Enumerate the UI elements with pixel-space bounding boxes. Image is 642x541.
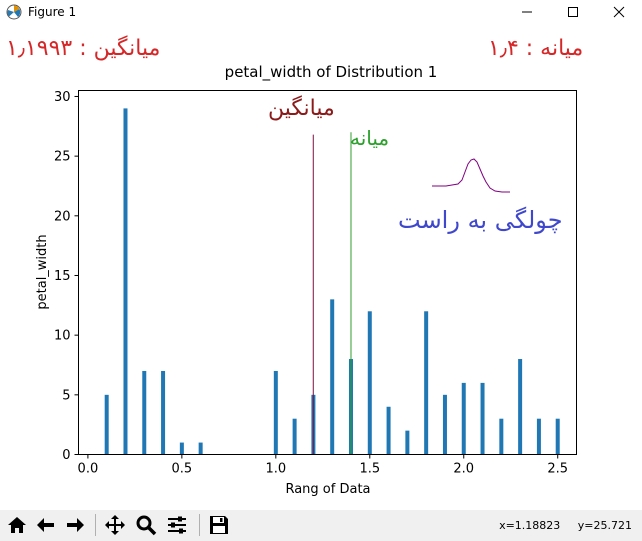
histogram-bar bbox=[104, 394, 109, 455]
x-ticks: 0.0 0.5 1.0 1.5 2.0 2.5 bbox=[78, 454, 568, 477]
median-value-annotation: میانه : ۱٫۴ bbox=[488, 36, 584, 61]
bars-group bbox=[104, 108, 560, 455]
mean-value-annotation: میانگین : ۱٫۱۹۹۳ bbox=[6, 36, 161, 61]
pan-icon bbox=[105, 515, 125, 535]
histogram-bar bbox=[292, 418, 297, 455]
y-tick-label: 30 bbox=[54, 90, 71, 105]
y-tick-label: 20 bbox=[54, 209, 71, 224]
configure-subplots-button[interactable] bbox=[165, 513, 189, 537]
histogram-bar bbox=[424, 311, 429, 455]
histogram-bar bbox=[198, 442, 203, 455]
minimize-icon bbox=[522, 11, 532, 13]
histogram-bar bbox=[123, 108, 128, 455]
median-line-label: میانه bbox=[350, 126, 390, 150]
toolbar-separator bbox=[199, 514, 200, 536]
cursor-coordinates: x=1.18823 y=25.721 bbox=[485, 519, 632, 532]
save-icon bbox=[210, 516, 228, 534]
skew-curve bbox=[432, 158, 510, 193]
axes-frame bbox=[78, 90, 577, 455]
histogram-bar bbox=[555, 418, 560, 455]
histogram-bar bbox=[330, 299, 335, 455]
histogram-bar bbox=[442, 394, 447, 455]
configure-icon bbox=[168, 516, 186, 534]
histogram-bar bbox=[536, 418, 541, 455]
minimize-button[interactable] bbox=[504, 0, 550, 24]
forward-icon bbox=[67, 518, 84, 532]
x-tick-label: 0.5 bbox=[172, 462, 193, 477]
save-button[interactable] bbox=[207, 513, 231, 537]
zoom-button[interactable] bbox=[134, 513, 158, 537]
x-axis-label: Rang of Data bbox=[285, 482, 370, 497]
skew-label: چولگی به راست bbox=[398, 206, 563, 234]
x-tick-label: 1.5 bbox=[359, 462, 380, 477]
home-button[interactable] bbox=[5, 513, 29, 537]
histogram-bar bbox=[461, 382, 466, 455]
back-button[interactable] bbox=[34, 513, 58, 537]
x-tick-label: 2.5 bbox=[547, 462, 568, 477]
histogram-bar bbox=[518, 359, 523, 455]
histogram-bar bbox=[499, 418, 504, 455]
x-tick-label: 2.0 bbox=[453, 462, 474, 477]
histogram-bar bbox=[405, 430, 410, 455]
maximize-icon bbox=[568, 7, 578, 17]
x-tick-label: 1.0 bbox=[265, 462, 286, 477]
toolbar-separator bbox=[95, 514, 96, 536]
mean-line-label: میانگین bbox=[268, 96, 335, 121]
navigation-toolbar: x=1.18823 y=25.721 bbox=[0, 510, 642, 541]
histogram-bar bbox=[367, 311, 372, 455]
histogram-bar bbox=[273, 370, 278, 455]
x-coordinate-readout: x=1.18823 bbox=[499, 519, 561, 532]
home-icon bbox=[8, 517, 26, 533]
pan-button[interactable] bbox=[103, 513, 127, 537]
y-tick-label: 5 bbox=[62, 388, 70, 403]
chart-title: petal_width of Distribution 1 bbox=[225, 63, 438, 82]
y-tick-label: 10 bbox=[54, 329, 71, 344]
matplotlib-icon bbox=[6, 4, 22, 20]
title-bar: Figure 1 bbox=[0, 0, 642, 24]
close-icon bbox=[613, 6, 625, 18]
back-icon bbox=[37, 518, 54, 532]
histogram-bar bbox=[480, 382, 485, 455]
y-tick-label: 15 bbox=[54, 269, 71, 284]
y-tick-label: 0 bbox=[62, 448, 70, 463]
y-tick-label: 25 bbox=[54, 150, 71, 165]
y-coordinate-readout: y=25.721 bbox=[577, 519, 632, 532]
window-title: Figure 1 bbox=[28, 5, 77, 19]
histogram-bar bbox=[179, 442, 184, 455]
histogram-bar bbox=[142, 370, 147, 455]
close-button[interactable] bbox=[596, 0, 642, 24]
maximize-button[interactable] bbox=[550, 0, 596, 24]
y-axis-label: petal_width bbox=[35, 234, 50, 309]
y-ticks: 0 5 10 15 20 25 30 bbox=[54, 90, 79, 463]
histogram-bar bbox=[161, 370, 166, 455]
forward-button[interactable] bbox=[63, 513, 87, 537]
histogram-bar bbox=[386, 406, 391, 455]
histogram-chart: petal_width of Distribution 1 0.0 0.5 1.0 1… bbox=[35, 63, 577, 497]
zoom-icon bbox=[136, 515, 157, 536]
x-tick-label: 0.0 bbox=[78, 462, 99, 477]
